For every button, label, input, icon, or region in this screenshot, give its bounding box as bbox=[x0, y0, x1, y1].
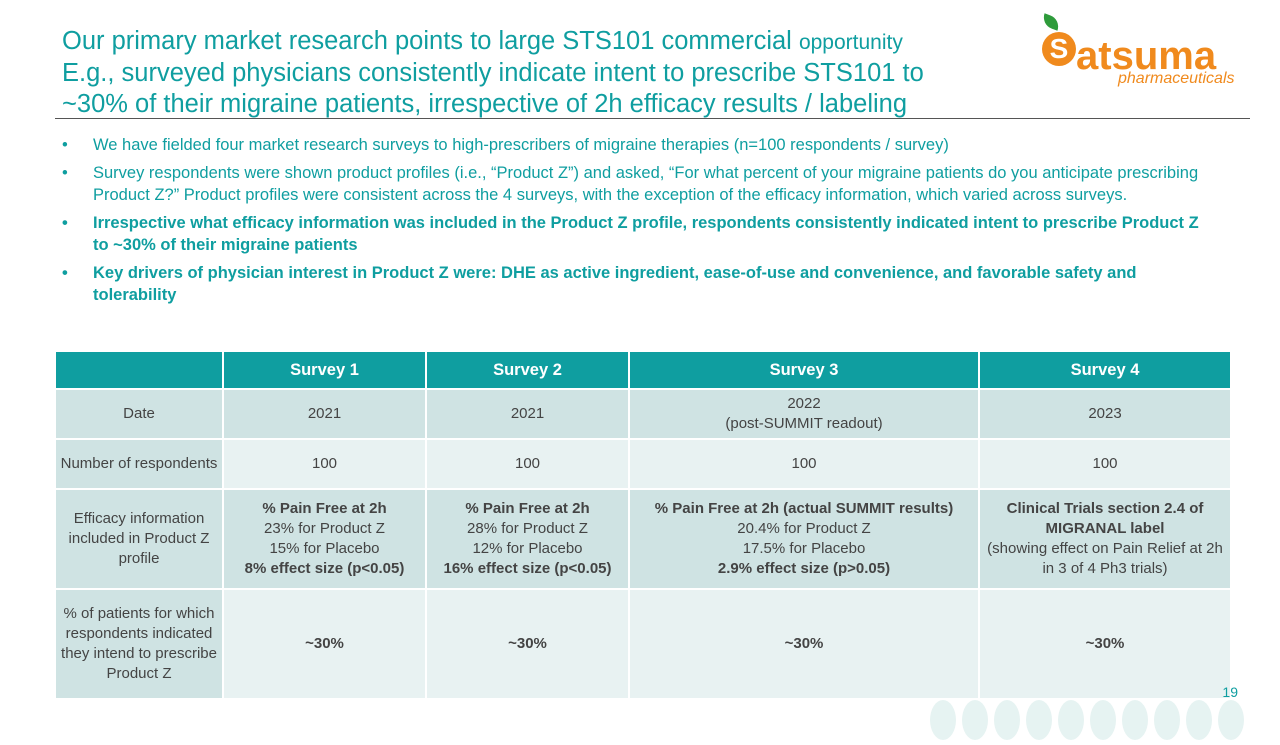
bullet-item: • Irrespective what efficacy information … bbox=[62, 214, 1199, 254]
logo-word: atsuma bbox=[1076, 34, 1217, 78]
table-cell: 2023 bbox=[978, 388, 1232, 440]
table-cell: ~30% bbox=[425, 588, 630, 700]
table-cell: 100 bbox=[222, 438, 427, 490]
background-decoration bbox=[930, 700, 1280, 740]
header-cell-empty bbox=[54, 350, 224, 390]
table-cell: % Pain Free at 2h 28% for Product Z 12% … bbox=[425, 488, 630, 590]
bullet-item: • Key drivers of physician interest in Pr… bbox=[62, 264, 1137, 304]
bullet-item: • We have fielded four market research su… bbox=[62, 136, 949, 154]
logo-subtitle: pharmaceuticals bbox=[1118, 70, 1235, 87]
page-number: 19 bbox=[1222, 684, 1238, 700]
row-label: Number of respondents bbox=[54, 438, 224, 490]
table-cell: 100 bbox=[425, 438, 630, 490]
title-line-1: Our primary market research points to la… bbox=[62, 27, 903, 55]
table-cell: % Pain Free at 2h (actual SUMMIT results… bbox=[628, 488, 980, 590]
bullet-item: • Survey respondents were shown product p… bbox=[62, 164, 1199, 204]
table-row-percent: % of patients for which respondents indi… bbox=[54, 588, 1232, 700]
table-cell: Clinical Trials section 2.4 of MIGRANAL … bbox=[978, 488, 1232, 590]
bullet-marker: • bbox=[62, 164, 68, 182]
bullet-list: • We have fielded four market research su… bbox=[62, 134, 1212, 312]
title-line-3: ~30% of their migraine patients, irrespe… bbox=[62, 90, 908, 118]
leaf-icon bbox=[1040, 13, 1062, 31]
row-label: % of patients for which respondents indi… bbox=[54, 588, 224, 700]
bullet-marker: • bbox=[62, 136, 68, 154]
header-survey-4: Survey 4 bbox=[978, 350, 1232, 390]
survey-table: Survey 1 Survey 2 Survey 3 Survey 4 Date… bbox=[54, 350, 1232, 700]
satsuma-logo: S atsuma pharmaceuticals bbox=[1036, 13, 1246, 94]
table-cell: 2022 (post-SUMMIT readout) bbox=[628, 388, 980, 440]
table-row-date: Date 2021 2021 2022 (post-SUMMIT readout)… bbox=[54, 388, 1232, 440]
table-cell: % Pain Free at 2h 23% for Product Z 15% … bbox=[222, 488, 427, 590]
slide-title: Our primary market research points to la… bbox=[62, 26, 1022, 120]
bullet-marker: • bbox=[62, 264, 68, 282]
table-cell: 100 bbox=[978, 438, 1232, 490]
title-divider bbox=[55, 118, 1250, 119]
table-row-respondents: Number of respondents 100 100 100 100 bbox=[54, 438, 1232, 490]
row-label: Date bbox=[54, 388, 224, 440]
logo-letter: S bbox=[1042, 32, 1076, 66]
table-cell: ~30% bbox=[978, 588, 1232, 700]
table-cell: ~30% bbox=[222, 588, 427, 700]
table-cell: 100 bbox=[628, 438, 980, 490]
row-label: Efficacy information included in Product… bbox=[54, 488, 224, 590]
table-cell: ~30% bbox=[628, 588, 980, 700]
table-cell: 2021 bbox=[425, 388, 630, 440]
table-header-row: Survey 1 Survey 2 Survey 3 Survey 4 bbox=[54, 350, 1232, 390]
header-survey-3: Survey 3 bbox=[628, 350, 980, 390]
header-survey-2: Survey 2 bbox=[425, 350, 630, 390]
table-cell: 2021 bbox=[222, 388, 427, 440]
bullet-marker: • bbox=[62, 214, 68, 232]
header-survey-1: Survey 1 bbox=[222, 350, 427, 390]
title-line-2: E.g., surveyed physicians consistently i… bbox=[62, 59, 924, 87]
table-row-efficacy: Efficacy information included in Product… bbox=[54, 488, 1232, 590]
